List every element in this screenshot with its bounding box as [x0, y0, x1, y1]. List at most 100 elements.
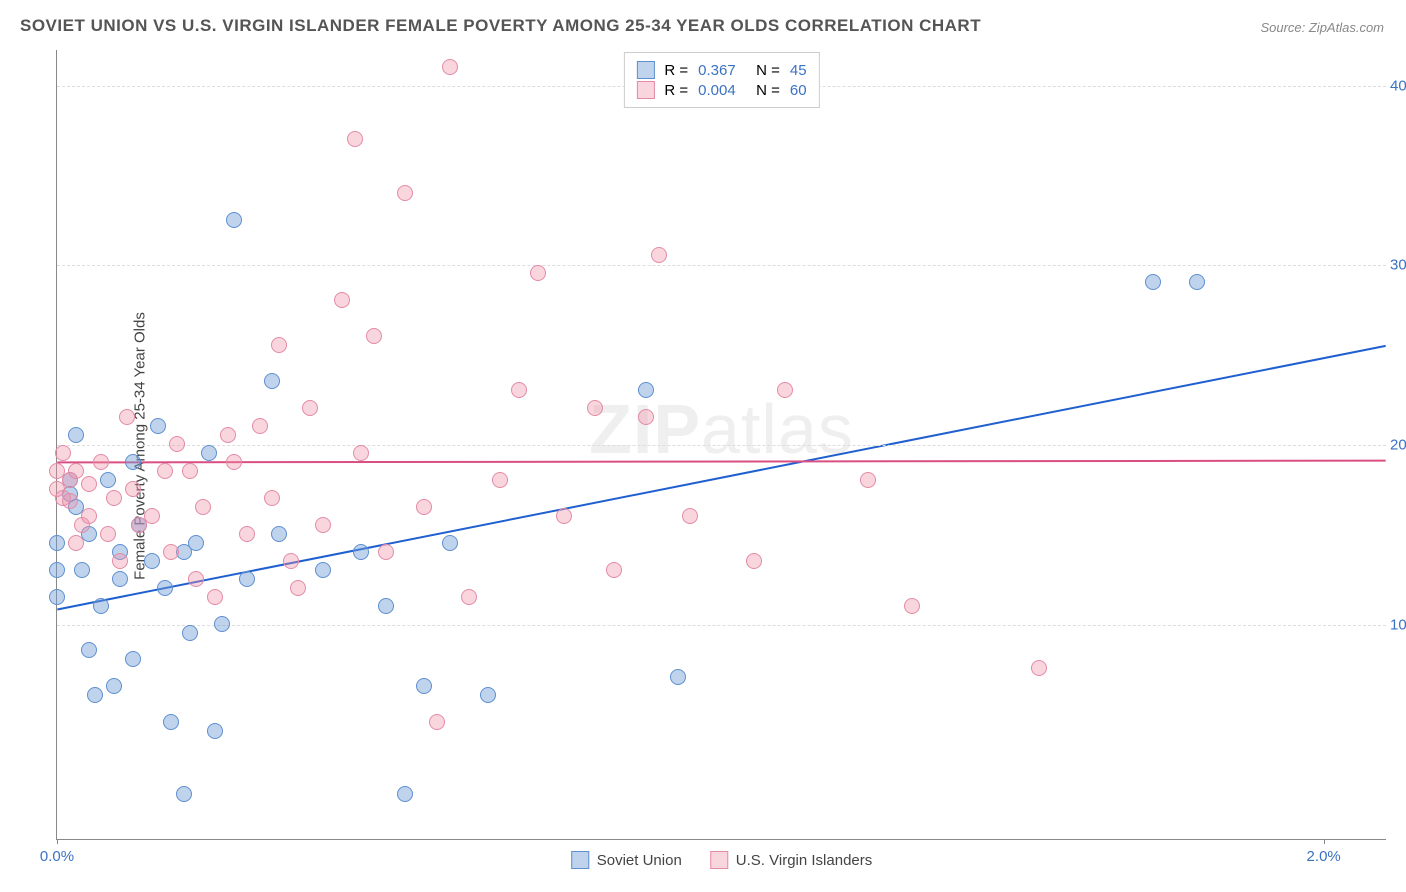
data-point	[651, 247, 667, 263]
data-point	[777, 382, 793, 398]
data-point	[81, 642, 97, 658]
data-point	[492, 472, 508, 488]
data-point	[55, 445, 71, 461]
data-point	[176, 786, 192, 802]
plot-area: ZIPatlas R = 0.367 N = 45 R = 0.004 N = …	[56, 50, 1386, 840]
data-point	[682, 508, 698, 524]
data-point	[226, 212, 242, 228]
data-point	[93, 454, 109, 470]
gridline-h	[57, 445, 1386, 446]
data-point	[182, 463, 198, 479]
data-point	[334, 292, 350, 308]
data-point	[511, 382, 527, 398]
data-point	[442, 535, 458, 551]
data-point	[119, 409, 135, 425]
n-value-usvi: 60	[790, 82, 807, 99]
legend-swatch-soviet	[636, 61, 654, 79]
data-point	[68, 535, 84, 551]
data-point	[556, 508, 572, 524]
chart-container: SOVIET UNION VS U.S. VIRGIN ISLANDER FEM…	[0, 0, 1406, 892]
data-point	[195, 499, 211, 515]
data-point	[315, 562, 331, 578]
data-point	[93, 598, 109, 614]
data-point	[125, 481, 141, 497]
data-point	[271, 526, 287, 542]
data-point	[378, 598, 394, 614]
data-point	[81, 508, 97, 524]
data-point	[860, 472, 876, 488]
data-point	[904, 598, 920, 614]
data-point	[416, 499, 432, 515]
data-point	[169, 436, 185, 452]
data-point	[49, 562, 65, 578]
data-point	[188, 571, 204, 587]
data-point	[100, 526, 116, 542]
data-point	[239, 571, 255, 587]
data-point	[207, 589, 223, 605]
data-point	[106, 490, 122, 506]
data-point	[530, 265, 546, 281]
chart-title: SOVIET UNION VS U.S. VIRGIN ISLANDER FEM…	[20, 16, 981, 36]
data-point	[68, 427, 84, 443]
data-point	[290, 580, 306, 596]
data-point	[397, 185, 413, 201]
legend-stats-row: R = 0.367 N = 45	[636, 61, 806, 79]
data-point	[315, 517, 331, 533]
y-tick-label: 20.0%	[1390, 437, 1406, 454]
data-point	[480, 687, 496, 703]
legend-label: Soviet Union	[597, 852, 682, 869]
data-point	[112, 553, 128, 569]
data-point	[157, 580, 173, 596]
source-label: Source: ZipAtlas.com	[1260, 20, 1384, 35]
data-point	[1145, 274, 1161, 290]
data-point	[1031, 660, 1047, 676]
data-point	[416, 678, 432, 694]
data-point	[163, 714, 179, 730]
data-point	[87, 687, 103, 703]
r-value-usvi: 0.004	[698, 82, 746, 99]
n-label: N =	[756, 62, 780, 79]
data-point	[201, 445, 217, 461]
data-point	[252, 418, 268, 434]
data-point	[638, 382, 654, 398]
data-point	[100, 472, 116, 488]
data-point	[188, 535, 204, 551]
data-point	[347, 131, 363, 147]
legend-swatch-usvi	[636, 81, 654, 99]
x-tick-label: 2.0%	[1307, 848, 1341, 865]
data-point	[638, 409, 654, 425]
legend-swatch-soviet	[571, 851, 589, 869]
data-point	[125, 651, 141, 667]
data-point	[74, 562, 90, 578]
legend-item-usvi: U.S. Virgin Islanders	[710, 851, 872, 869]
legend-item-soviet: Soviet Union	[571, 851, 682, 869]
data-point	[429, 714, 445, 730]
y-tick-label: 40.0%	[1390, 77, 1406, 94]
data-point	[606, 562, 622, 578]
data-point	[207, 723, 223, 739]
legend-stats: R = 0.367 N = 45 R = 0.004 N = 60	[623, 52, 819, 108]
data-point	[587, 400, 603, 416]
r-label: R =	[664, 62, 688, 79]
data-point	[49, 535, 65, 551]
data-point	[214, 616, 230, 632]
gridline-h	[57, 625, 1386, 626]
data-point	[144, 508, 160, 524]
data-point	[353, 544, 369, 560]
data-point	[106, 678, 122, 694]
data-point	[239, 526, 255, 542]
data-point	[461, 589, 477, 605]
y-tick-label: 10.0%	[1390, 616, 1406, 633]
data-point	[163, 544, 179, 560]
legend-label: U.S. Virgin Islanders	[736, 852, 872, 869]
data-point	[144, 553, 160, 569]
data-point	[1189, 274, 1205, 290]
data-point	[264, 490, 280, 506]
n-label: N =	[756, 82, 780, 99]
gridline-h	[57, 265, 1386, 266]
data-point	[220, 427, 236, 443]
data-point	[182, 625, 198, 641]
data-point	[353, 445, 369, 461]
data-point	[442, 59, 458, 75]
data-point	[150, 418, 166, 434]
